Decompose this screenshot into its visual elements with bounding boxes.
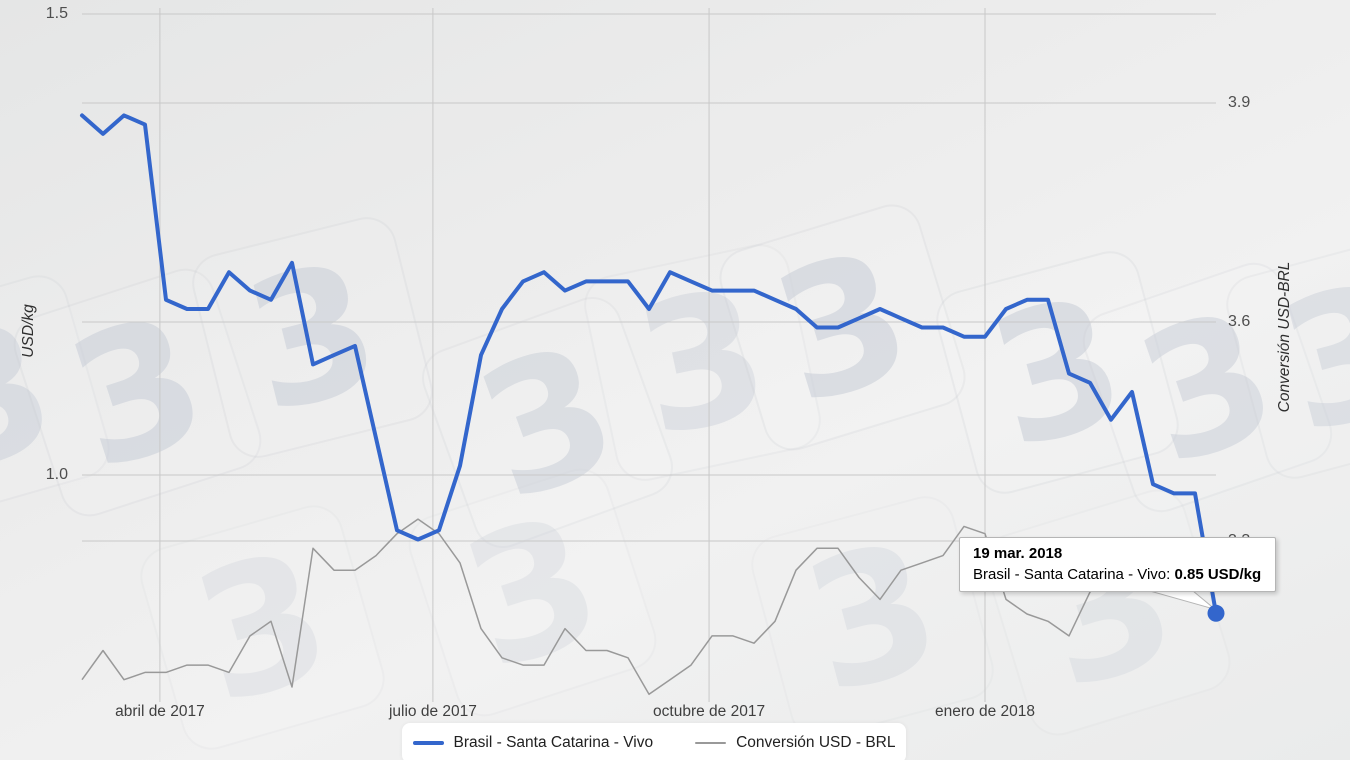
left-axis-tick-1-0: 1.0 xyxy=(45,466,68,483)
series-line-conversion-usd-brl[interactable] xyxy=(81,518,1216,696)
x-tick-january-2018: enero de 2018 xyxy=(935,703,1035,720)
legend-swatch-gray-line xyxy=(695,742,727,744)
x-tick-october-2017: octubre de 2017 xyxy=(653,703,766,720)
left-axis-title: USD/kg xyxy=(20,304,37,358)
right-axis-tick-3-9: 3.9 xyxy=(1228,94,1251,111)
series-line-brasil-santa-catarina-vivo[interactable] xyxy=(80,113,1218,616)
legend-label: Brasil - Santa Catarina - Vivo xyxy=(453,734,654,751)
legend-item-brasil-santa-catarina-vivo: Brasil - Santa Catarina - Vivo xyxy=(412,734,654,752)
x-tick-april-2017: abril de 2017 xyxy=(115,703,205,720)
tooltip-series-label: Brasil - Santa Catarina - Vivo: xyxy=(973,566,1171,583)
tooltip-date: 19 mar. 2018 xyxy=(973,545,1063,562)
tooltip-value: 0.85 USD/kg xyxy=(1174,566,1262,583)
tooltip-series-line: Brasil - Santa Catarina - Vivo: 0.85 USD… xyxy=(973,566,1261,583)
tooltip-callout-pointer xyxy=(1149,590,1216,610)
right-axis-tick-3-6: 3.6 xyxy=(1228,313,1251,330)
legend-label: Conversión USD - BRL xyxy=(736,734,896,751)
x-tick-july-2017: julio de 2017 xyxy=(388,703,477,720)
legend-swatch-blue-line xyxy=(412,741,444,745)
legend: Brasil - Santa Catarina - Vivo Conversió… xyxy=(402,723,906,760)
highlighted-data-point[interactable] xyxy=(1207,604,1225,622)
legend-item-conversion-usd-brl: Conversión USD - BRL xyxy=(695,734,895,752)
tooltip: 19 mar. 2018 Brasil - Santa Catarina - V… xyxy=(959,537,1277,592)
left-axis-tick-1-5: 1.5 xyxy=(45,5,68,22)
right-axis-title: Conversión USD-BRL xyxy=(1276,261,1293,413)
